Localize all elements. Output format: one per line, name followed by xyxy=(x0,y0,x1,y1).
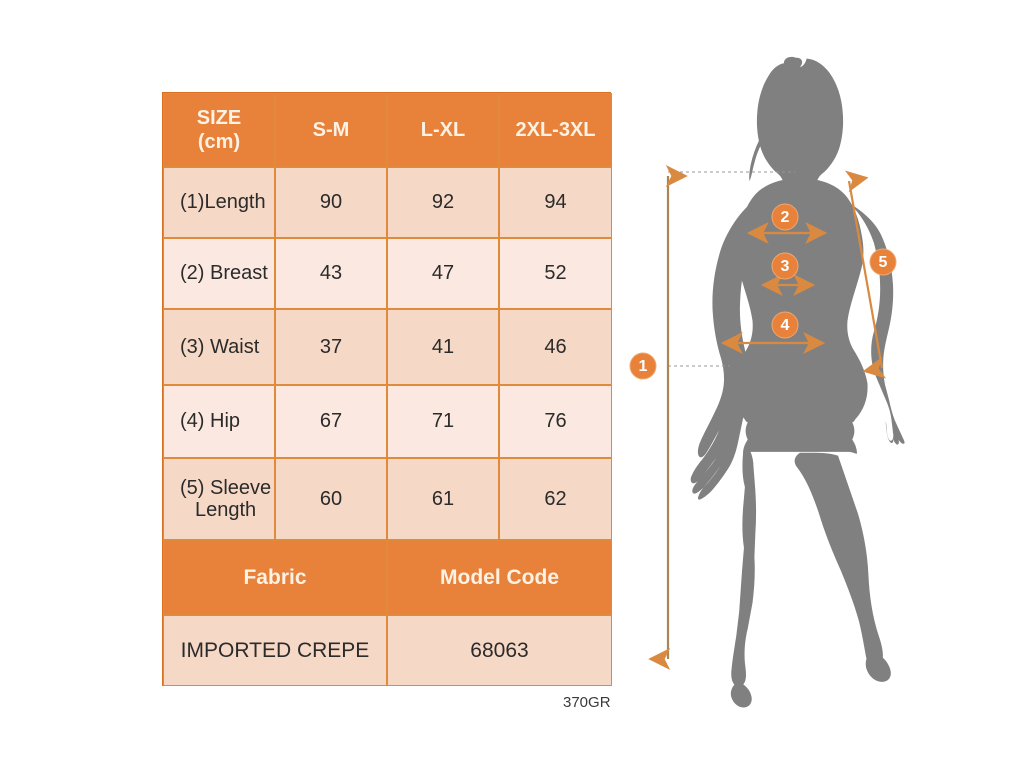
svg-text:5: 5 xyxy=(879,254,888,271)
svg-text:2: 2 xyxy=(781,209,790,226)
svg-text:3: 3 xyxy=(781,258,790,275)
svg-text:4: 4 xyxy=(781,317,790,334)
svg-text:1: 1 xyxy=(639,358,648,375)
